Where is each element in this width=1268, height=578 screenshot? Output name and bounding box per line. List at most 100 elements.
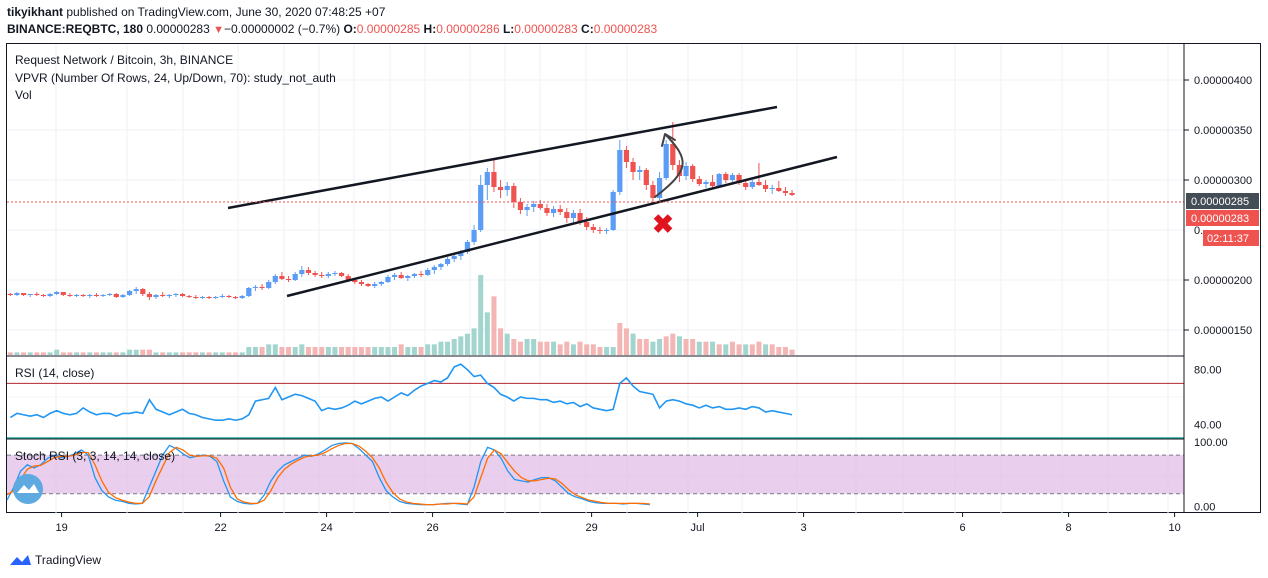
- time-tick-label: 29: [585, 522, 597, 534]
- volume-bar: [87, 352, 93, 355]
- prev-price-badge-label: 0.00000285: [1191, 196, 1249, 208]
- candle-body: [146, 294, 153, 297]
- tradingview-logo[interactable]: TradingView: [8, 550, 101, 570]
- candle-body: [120, 295, 126, 297]
- volume-bar: [610, 347, 616, 355]
- stoch-k-line: [6, 442, 651, 506]
- candle-body: [709, 182, 716, 186]
- ohlc-header: BINANCE:REQBTC, 180 0.00000283 ▼−0.00000…: [7, 22, 657, 36]
- volume-bar: [186, 352, 192, 355]
- prev-price-badge: [1186, 193, 1259, 209]
- candle-body: [34, 294, 40, 295]
- candle-body: [133, 289, 139, 291]
- candle-body: [272, 276, 278, 282]
- candle-body: [226, 296, 232, 297]
- price-tick-label: 0.00000400: [1194, 75, 1252, 87]
- tradingview-badge: [13, 474, 43, 504]
- candle-body: [20, 293, 27, 295]
- candle-body: [643, 170, 649, 185]
- volume-bar: [345, 347, 351, 355]
- candle-body: [537, 204, 543, 208]
- volume-bar: [365, 347, 371, 355]
- volume-bar: [524, 339, 530, 355]
- volume-bar: [47, 352, 53, 355]
- candle-body: [219, 296, 225, 297]
- volume-bar: [769, 344, 775, 355]
- volume-legend: Vol: [15, 88, 32, 102]
- volume-bar: [67, 352, 73, 355]
- chart-frame[interactable]: [6, 43, 1261, 513]
- candle-body: [637, 170, 643, 172]
- volume-bar: [173, 352, 179, 355]
- candle-body: [683, 166, 689, 176]
- time-tick-label: 8: [1066, 522, 1072, 534]
- volume-bar: [544, 341, 550, 355]
- candle-body: [776, 188, 782, 191]
- volume-bar: [358, 347, 364, 355]
- volume-bar: [146, 349, 152, 355]
- stoch-tick-label: 0.00: [1194, 502, 1215, 514]
- time-tick-label: 26: [426, 522, 438, 534]
- candle-body: [617, 150, 623, 192]
- candle-body: [504, 186, 510, 190]
- price-tick-label: 0.00000300: [1194, 175, 1252, 187]
- volume-bar: [451, 339, 457, 355]
- volume-bar: [504, 333, 510, 355]
- candle-body: [736, 175, 742, 183]
- candle-body: [650, 185, 656, 198]
- volume-bar: [153, 352, 159, 355]
- candle-body: [564, 212, 570, 218]
- candle-body: [365, 284, 371, 286]
- volume-bar: [325, 347, 331, 355]
- candle-body: [524, 207, 530, 210]
- chart-title: Request Network / Bitcoin, 3h, BINANCE: [15, 53, 234, 67]
- time-tick-label: 22: [214, 522, 226, 534]
- candle-body: [762, 185, 769, 189]
- rsi-tick-label: 80.00: [1194, 365, 1222, 377]
- rsi-tick-label: 40.00: [1194, 419, 1222, 431]
- candle-body: [590, 227, 596, 230]
- volume-bar: [233, 352, 239, 355]
- countdown-badge: [1203, 230, 1259, 246]
- candle-body: [352, 280, 358, 282]
- rsi-line: [9, 363, 793, 422]
- volume-bar: [657, 339, 663, 355]
- volume-bar: [54, 349, 60, 355]
- volume-bar: [676, 336, 682, 355]
- time-tick-label: Jul: [691, 522, 705, 534]
- candle-body: [464, 242, 471, 252]
- high-value: 0.00000286: [436, 22, 500, 36]
- volume-bar: [252, 347, 258, 355]
- candle-body: [160, 295, 166, 296]
- grid-lines: [7, 44, 1184, 513]
- candle-body: [491, 172, 497, 187]
- author-name[interactable]: tikyikhant: [7, 5, 64, 19]
- candle-body: [431, 267, 437, 270]
- volume-bar: [246, 347, 252, 355]
- candle-body: [166, 295, 172, 296]
- last-price-badge: [1186, 210, 1259, 226]
- candle-body: [690, 166, 696, 179]
- candle-body: [73, 295, 80, 296]
- candle-body: [113, 294, 119, 297]
- trendline-drawings: ✖: [227, 105, 838, 298]
- candle-body: [517, 202, 524, 210]
- volume-bar: [21, 352, 27, 355]
- candle-body: [199, 297, 206, 298]
- candle-body: [789, 193, 795, 195]
- candle-body: [597, 230, 603, 231]
- stoch-rsi-pane: [6, 438, 1184, 506]
- volume-bar: [405, 347, 411, 355]
- volume-bar: [398, 344, 404, 355]
- volume-bar: [133, 349, 139, 355]
- candle-body: [186, 296, 192, 297]
- volume-bar: [319, 347, 325, 355]
- volume-bar: [113, 352, 119, 355]
- candle-body: [663, 144, 669, 178]
- price-tick-label: 0.: [1194, 225, 1203, 237]
- volume-bar: [683, 339, 689, 355]
- candle-body: [557, 209, 563, 212]
- candle-body: [391, 275, 398, 277]
- candle-body: [623, 150, 630, 162]
